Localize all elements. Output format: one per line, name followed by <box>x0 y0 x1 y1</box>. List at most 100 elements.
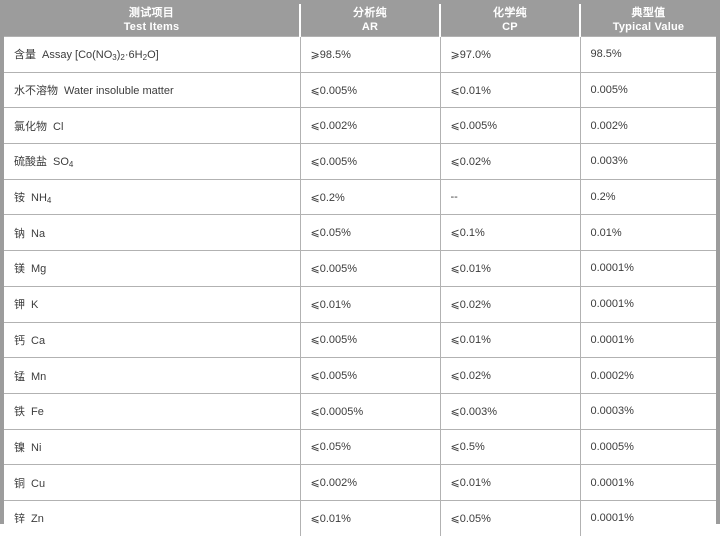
test-item-en: SO4 <box>53 156 74 170</box>
table-row: 钾 K ⩽0.01% ⩽0.02% 0.0001% <box>4 285 716 323</box>
column-header-cp-en: CP <box>502 21 518 33</box>
cell-typical-value: 0.0001% <box>579 250 716 287</box>
cell-test-item: 含量 Assay [Co(NO3)2·6H2O] <box>4 36 301 73</box>
cell-cp-value: ⩽0.05% <box>439 499 581 536</box>
test-item-en: NH4 <box>31 192 52 206</box>
test-item-cn: 钾 <box>14 299 25 312</box>
cell-cp-value: ⩽0.5% <box>439 428 581 466</box>
column-header-ar-cn: 分析纯 <box>353 7 387 19</box>
cell-ar-value: ⩽0.01% <box>299 499 441 536</box>
column-header-cp: 化学纯 CP <box>440 4 581 37</box>
cell-ar-value: ⩽0.2% <box>299 178 441 216</box>
cell-ar-value: ⩽0.05% <box>299 214 441 252</box>
cell-cp-value: ⩽0.02% <box>439 285 581 323</box>
test-item-cn: 氯化物 <box>14 120 47 133</box>
cell-typical-value: 0.0005% <box>579 428 716 466</box>
cell-ar-value: ⩽0.01% <box>299 285 441 323</box>
test-item-cn: 镁 <box>14 263 25 276</box>
cell-cp-value: ⩽0.003% <box>439 392 581 430</box>
test-item-cn: 铜 <box>14 477 25 490</box>
table-row: 镁 Mg ⩽0.005% ⩽0.01% 0.0001% <box>4 250 716 287</box>
cell-test-item: 氯化物 Cl <box>4 107 301 145</box>
test-item-en: K <box>31 299 39 312</box>
cell-cp-value: ⩽0.01% <box>439 464 581 501</box>
cell-test-item: 钙 Ca <box>4 321 301 359</box>
cell-ar-value: ⩽0.002% <box>299 107 441 145</box>
test-item-en: Mn <box>31 370 47 383</box>
cell-cp-value: ⩽0.01% <box>439 250 581 287</box>
cell-cp-value: ⩽0.02% <box>439 143 581 180</box>
column-header-typical-value-en: Typical Value <box>612 21 685 33</box>
cell-test-item: 镍 Ni <box>4 428 301 466</box>
column-header-ar: 分析纯 AR <box>300 4 441 37</box>
column-header-typical-value-cn: 典型值 <box>631 7 666 19</box>
cell-typical-value: 0.01% <box>579 214 716 252</box>
cell-cp-value: ⩾97.0% <box>439 36 581 73</box>
test-item-cn: 锌 <box>14 513 25 526</box>
test-item-en: Na <box>31 227 46 240</box>
cell-test-item: 镁 Mg <box>4 250 301 287</box>
column-header-test-items-cn: 测试项目 <box>128 7 175 19</box>
test-item-cn: 镍 <box>14 441 25 454</box>
cell-test-item: 锰 Mn <box>4 357 301 394</box>
cell-typical-value: 0.005% <box>579 71 716 109</box>
table-row: 水不溶物 Water insoluble matter ⩽0.005% ⩽0.01% 0… <box>4 71 716 109</box>
cell-ar-value: ⩽0.005% <box>299 143 441 180</box>
cell-test-item: 铜 Cu <box>4 464 301 501</box>
test-item-cn: 水不溶物 <box>14 85 58 98</box>
cell-test-item: 铁 Fe <box>4 392 301 430</box>
cell-typical-value: 98.5% <box>579 36 716 73</box>
cell-typical-value: 0.0001% <box>579 499 716 536</box>
cell-ar-value: ⩽0.0005% <box>299 392 441 430</box>
cell-cp-value: ⩽0.005% <box>439 107 581 145</box>
test-item-en: Mg <box>31 263 47 276</box>
table-row: 氯化物 Cl ⩽0.002% ⩽0.005% 0.002% <box>4 107 716 145</box>
cell-cp-value: -- <box>439 178 581 216</box>
cell-typical-value: 0.0003% <box>579 392 716 430</box>
cell-ar-value: ⩽0.002% <box>299 464 441 501</box>
test-item-en: Cl <box>53 120 64 133</box>
cell-cp-value: ⩽0.02% <box>439 357 581 394</box>
cell-ar-value: ⩾98.5% <box>299 36 441 73</box>
table-header: 测试项目 Test Items 分析纯 AR 化学纯 CP 典型值 Typica… <box>4 4 716 37</box>
table-row: 钠 Na ⩽0.05% ⩽0.1% 0.01% <box>4 214 716 252</box>
test-item-en: Zn <box>31 513 44 526</box>
cell-test-item: 锌 Zn <box>4 499 301 536</box>
cell-test-item: 硫酸盐 SO4 <box>4 143 301 180</box>
test-item-cn: 铁 <box>14 406 25 419</box>
cell-ar-value: ⩽0.05% <box>299 428 441 466</box>
cell-cp-value: ⩽0.1% <box>439 214 581 252</box>
test-item-cn: 铵 <box>14 192 25 205</box>
test-item-en: Ni <box>31 441 42 454</box>
table-row: 锌 Zn ⩽0.01% ⩽0.05% 0.0001% <box>4 499 716 536</box>
cell-typical-value: 0.2% <box>579 178 716 216</box>
cell-ar-value: ⩽0.005% <box>299 71 441 109</box>
column-header-typical-value: 典型值 Typical Value <box>580 4 716 37</box>
table-row: 硫酸盐 SO4 ⩽0.005% ⩽0.02% 0.003% <box>4 143 716 180</box>
test-item-cn: 硫酸盐 <box>14 156 47 169</box>
cell-typical-value: 0.0001% <box>579 464 716 501</box>
test-item-en: Ca <box>31 334 46 347</box>
column-header-ar-en: AR <box>361 21 379 33</box>
cell-cp-value: ⩽0.01% <box>439 321 581 359</box>
table-row: 锰 Mn ⩽0.005% ⩽0.02% 0.0002% <box>4 357 716 394</box>
cell-typical-value: 0.0001% <box>579 321 716 359</box>
cell-ar-value: ⩽0.005% <box>299 321 441 359</box>
cell-ar-value: ⩽0.005% <box>299 357 441 394</box>
column-header-cp-cn: 化学纯 <box>493 7 527 19</box>
cell-ar-value: ⩽0.005% <box>299 250 441 287</box>
table-row: 铜 Cu ⩽0.002% ⩽0.01% 0.0001% <box>4 464 716 501</box>
test-item-en: Cu <box>31 477 46 490</box>
column-header-test-items-en: Test Items <box>123 21 180 33</box>
test-item-en: Fe <box>31 406 44 419</box>
test-item-en: Assay [Co(NO3)2·6H2O] <box>42 49 159 63</box>
header-row: 测试项目 Test Items 分析纯 AR 化学纯 CP 典型值 Typica… <box>4 4 716 37</box>
cell-typical-value: 0.003% <box>579 143 716 180</box>
table-row: 钙 Ca ⩽0.005% ⩽0.01% 0.0001% <box>4 321 716 359</box>
table-row: 含量 Assay [Co(NO3)2·6H2O] ⩾98.5% ⩾97.0% 98.5% <box>4 36 716 73</box>
test-item-cn: 钙 <box>14 334 25 347</box>
cell-cp-value: ⩽0.01% <box>439 71 581 109</box>
cell-test-item: 钠 Na <box>4 214 301 252</box>
table-row: 铵 NH4 ⩽0.2% -- 0.2% <box>4 178 716 216</box>
